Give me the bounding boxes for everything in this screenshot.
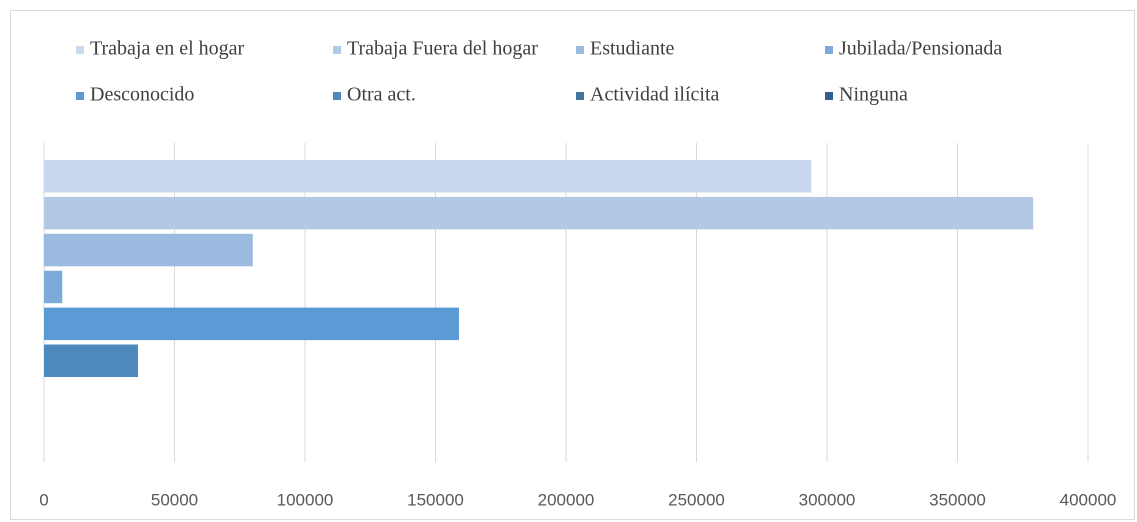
legend-label: Estudiante bbox=[590, 38, 675, 60]
legend-label: Actividad ilícita bbox=[590, 84, 720, 106]
legend-swatch bbox=[825, 46, 833, 54]
legend-swatch bbox=[76, 46, 84, 54]
legend-swatch bbox=[576, 92, 584, 100]
x-tick-label: 350000 bbox=[929, 490, 986, 509]
legend-label: Trabaja en el hogar bbox=[90, 38, 245, 60]
legend-label: Desconocido bbox=[90, 84, 194, 106]
x-tick-label: 400000 bbox=[1060, 490, 1117, 509]
bar bbox=[44, 160, 812, 193]
legend-swatch bbox=[76, 92, 84, 100]
x-tick-label: 50000 bbox=[151, 490, 198, 509]
x-tick-label: 250000 bbox=[668, 490, 725, 509]
x-tick-label: 0 bbox=[39, 490, 48, 509]
legend-label: Ninguna bbox=[839, 84, 908, 106]
legend-swatch bbox=[333, 92, 341, 100]
bar bbox=[44, 233, 253, 267]
x-tick-label: 100000 bbox=[277, 490, 334, 509]
bar bbox=[44, 344, 138, 377]
x-tick-label: 200000 bbox=[538, 490, 595, 509]
x-tick-label: 300000 bbox=[799, 490, 856, 509]
legend-swatch bbox=[825, 92, 833, 100]
x-tick-label: 150000 bbox=[407, 490, 464, 509]
bar bbox=[44, 196, 1034, 230]
legend-label: Jubilada/Pensionada bbox=[839, 38, 1002, 60]
legend-label: Trabaja Fuera del hogar bbox=[347, 38, 538, 60]
bar bbox=[44, 307, 459, 341]
legend-swatch bbox=[576, 46, 584, 54]
legend-label: Otra act. bbox=[347, 84, 416, 106]
legend-swatch bbox=[333, 46, 341, 54]
bar bbox=[44, 270, 63, 304]
